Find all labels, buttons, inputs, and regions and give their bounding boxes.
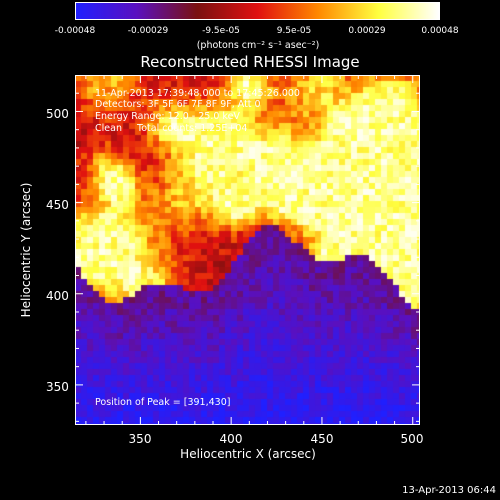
colorbar-tick: 0.00048: [421, 26, 459, 36]
x-tick-label: 350: [128, 432, 152, 446]
plot-area: [75, 75, 420, 425]
timestamp: 13-Apr-2013 06:44: [402, 485, 496, 496]
colorbar-tick: 9.5e-05: [276, 26, 312, 36]
info-method: Clean Total counts: 1.25E+04: [95, 123, 248, 134]
chart-title: Reconstructed RHESSI Image: [140, 53, 360, 71]
axes-border: [75, 75, 420, 425]
info-time-range: 11-Apr-2013 17:39:48.000 to 17:45:26.000: [95, 88, 300, 99]
y-tick-label: 500: [46, 107, 69, 121]
plot-frame: [75, 75, 420, 425]
peak-position: Position of Peak = [391,430]: [95, 397, 231, 408]
y-tick-label: 450: [46, 198, 69, 212]
x-tick-label: 450: [310, 432, 334, 446]
colorbar-tick: -0.00029: [127, 26, 169, 36]
colorbar-tick: -0.00048: [54, 26, 96, 36]
colorbar-tick: 0.00029: [348, 26, 386, 36]
x-tick-label: 400: [219, 432, 243, 446]
colorbar-units: (photons cm⁻² s⁻¹ asec⁻²): [196, 40, 320, 51]
x-tick-label: 500: [400, 432, 424, 446]
heatmap-image: [75, 75, 420, 425]
x-axis-label: Heliocentric X (arcsec): [180, 447, 316, 461]
y-tick-label: 400: [46, 289, 69, 303]
y-tick-label: 350: [46, 380, 69, 394]
info-energy: Energy Range: 12.0 - 25.0 keV: [95, 111, 240, 122]
y-axis-label: Heliocentric Y (arcsec): [19, 182, 33, 318]
colorbar-tick: -9.5e-05: [202, 26, 240, 36]
info-detectors: Detectors: 3F 5F 6F 7F 8F 9F, Att 0: [95, 99, 261, 110]
colorbar: [75, 2, 440, 20]
